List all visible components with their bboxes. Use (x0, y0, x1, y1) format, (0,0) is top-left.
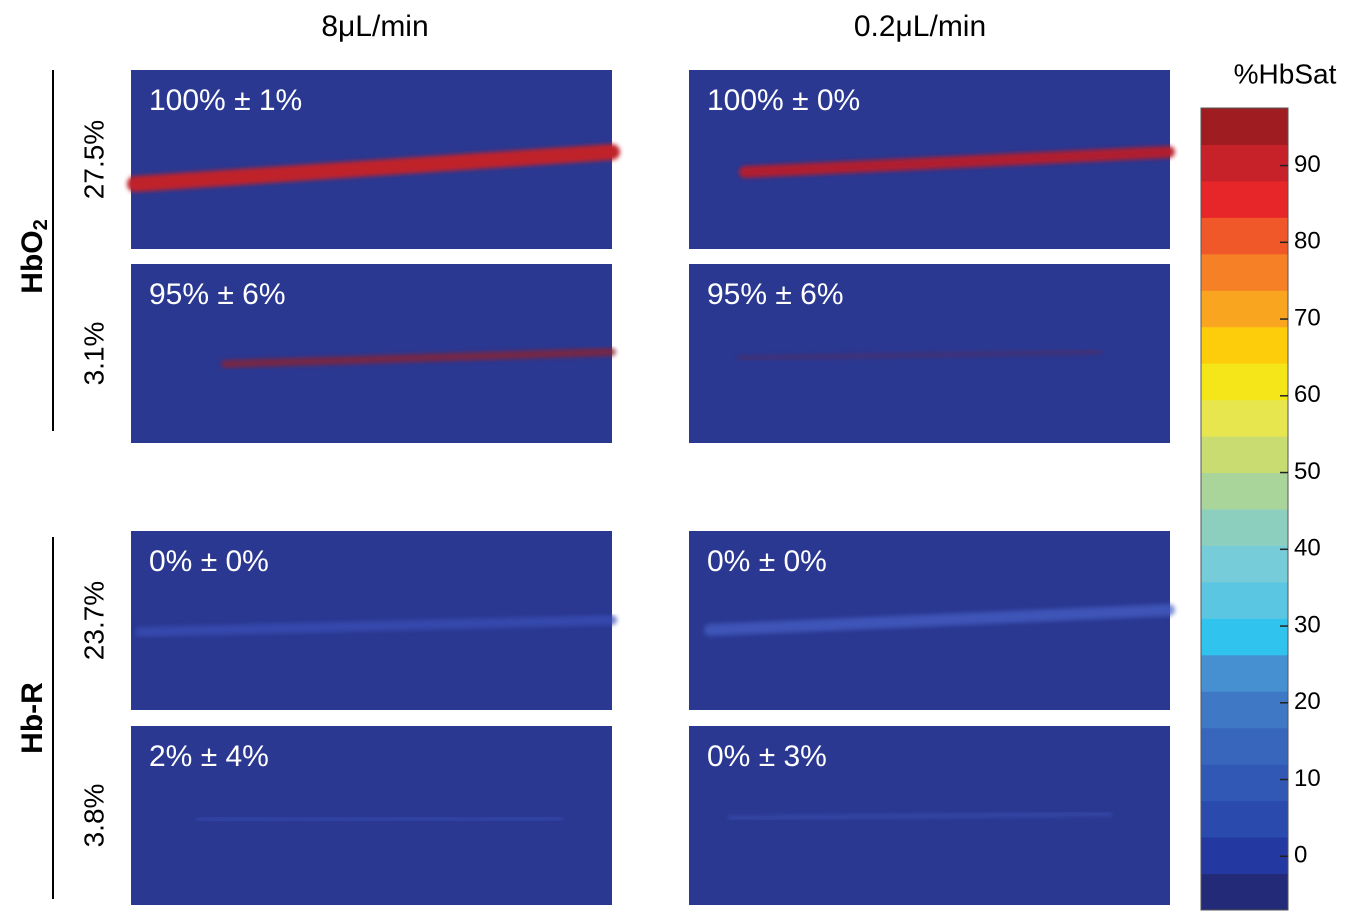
colorbar-tick-label: 10 (1294, 765, 1321, 792)
figure: 8μL/min0.2μL/min27.5%100% ± 1%100% ± 0%3… (0, 0, 1366, 914)
row-label: 27.5% (78, 120, 109, 199)
colorbar-tick-label: 0 (1294, 842, 1307, 869)
row-label: 23.7% (78, 581, 109, 660)
colorbar-band (1201, 436, 1288, 473)
colorbar-tick-label: 30 (1294, 611, 1321, 638)
group-label-main: HbO (16, 230, 49, 293)
colorbar-band (1201, 473, 1288, 510)
colorbar-band (1201, 400, 1288, 437)
colorbar-band (1201, 691, 1288, 728)
group-label-main: Hb-R (16, 682, 49, 754)
colorbar-tick-label: 70 (1294, 304, 1321, 331)
panel-label: 100% ± 0% (707, 84, 860, 117)
colorbar-band (1201, 363, 1288, 400)
colorbar-band (1201, 108, 1288, 145)
colorbar-band (1201, 181, 1288, 218)
colorbar-tick-label: 40 (1294, 535, 1321, 562)
colorbar-title: %HbSat (1234, 58, 1337, 89)
colorbar-tick-label: 60 (1294, 381, 1321, 408)
colorbar-band (1201, 254, 1288, 291)
panel-label: 0% ± 3% (707, 740, 827, 773)
colorbar-tick-label: 80 (1294, 228, 1321, 255)
panel-label: 95% ± 6% (707, 278, 844, 311)
colorbar-band (1201, 618, 1288, 655)
column-header: 0.2μL/min (854, 10, 986, 43)
colorbar-tick-label: 90 (1294, 151, 1321, 178)
colorbar-band (1201, 290, 1288, 327)
colorbar-band (1201, 217, 1288, 254)
panel-label: 2% ± 4% (149, 740, 269, 773)
group-label: Hb-R (16, 682, 49, 754)
colorbar-band (1201, 874, 1288, 911)
panel-label: 95% ± 6% (149, 278, 286, 311)
streak (200, 818, 560, 820)
colorbar-band (1201, 582, 1288, 619)
colorbar-band (1201, 728, 1288, 765)
row-label: 3.1% (78, 322, 109, 386)
column-header: 8μL/min (321, 10, 428, 43)
panel-label: 0% ± 0% (149, 545, 269, 578)
colorbar-band (1201, 545, 1288, 582)
panel-label: 100% ± 1% (149, 84, 302, 117)
colorbar-tick-label: 50 (1294, 458, 1321, 485)
colorbar-band (1201, 144, 1288, 181)
group-label-sub: 2 (30, 219, 52, 230)
colorbar-band (1201, 327, 1288, 364)
colorbar-tick-label: 20 (1294, 688, 1321, 715)
colorbar-band (1201, 764, 1288, 801)
row-label: 3.8% (78, 784, 109, 848)
colorbar-band (1201, 837, 1288, 874)
group-label: HbO2 (16, 219, 52, 293)
colorbar-band (1201, 509, 1288, 546)
panel-label: 0% ± 0% (707, 545, 827, 578)
colorbar-band (1201, 801, 1288, 838)
colorbar-band (1201, 655, 1288, 692)
